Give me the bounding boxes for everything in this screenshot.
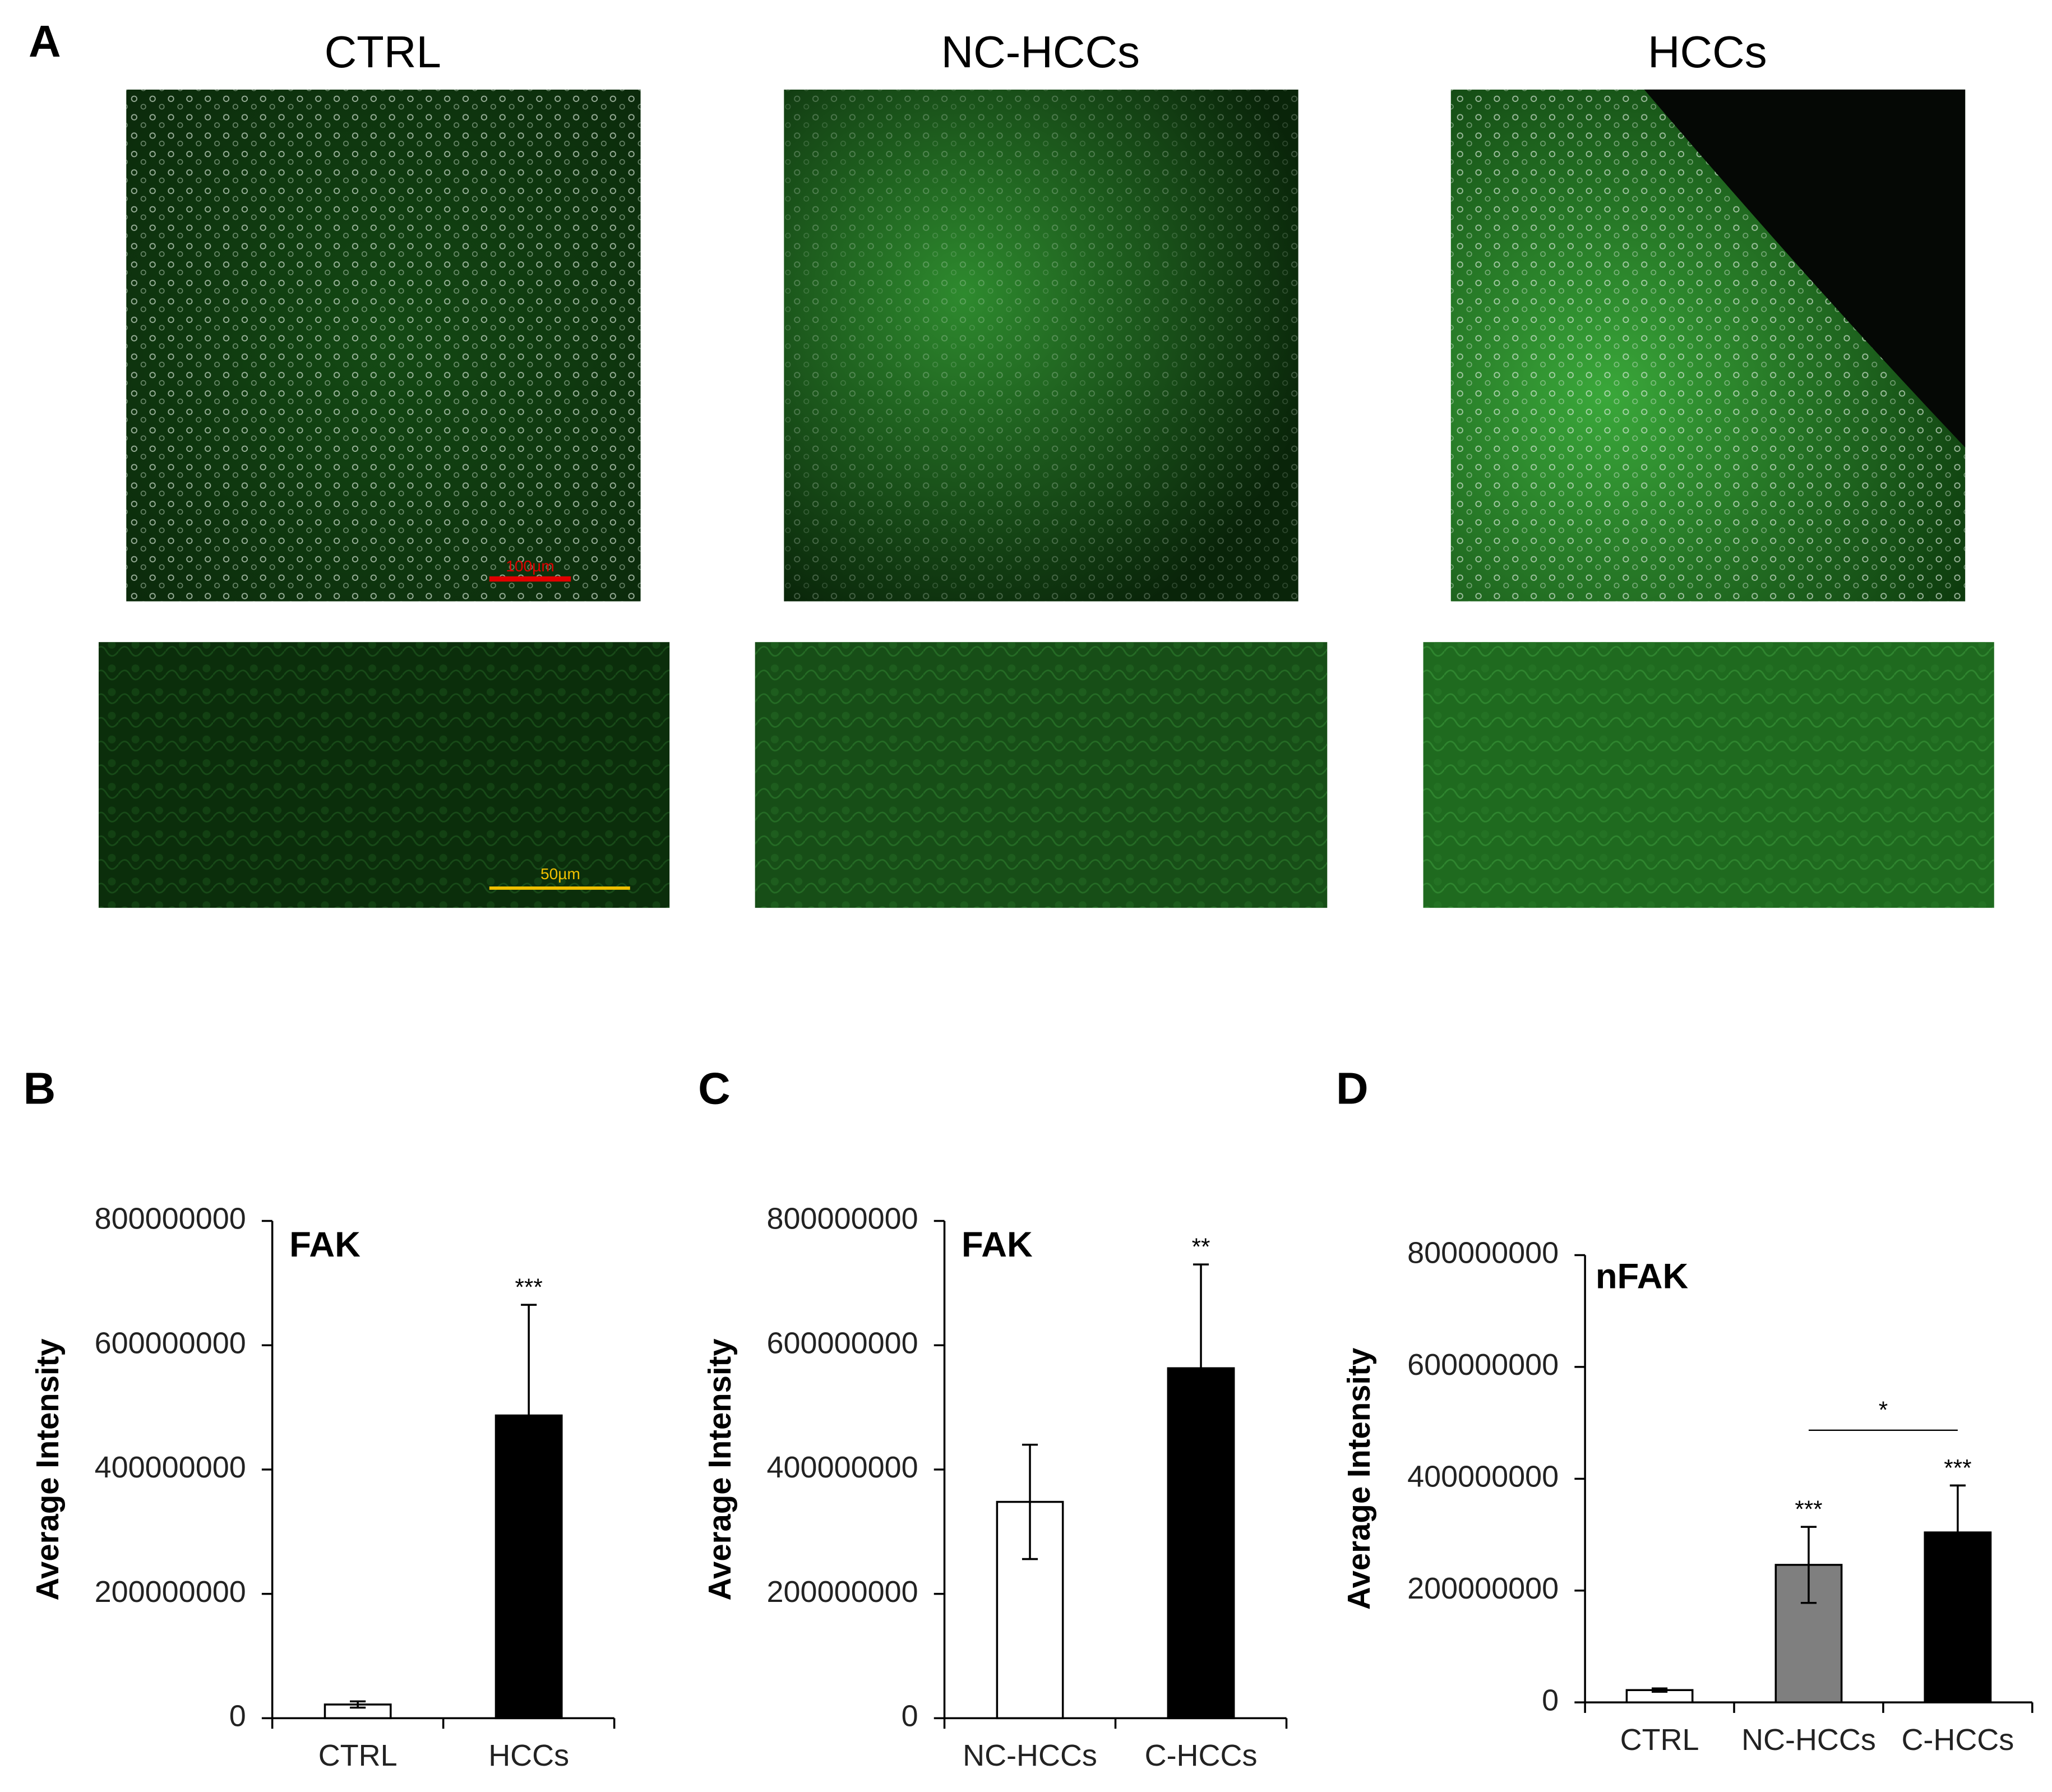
- y-tick-label: 200000000: [95, 1575, 246, 1609]
- y-tick-label: 200000000: [1407, 1572, 1559, 1605]
- y-tick-label: 0: [902, 1699, 918, 1733]
- micrograph: [98, 642, 670, 908]
- image-title: CTRL: [325, 27, 441, 77]
- panel-label: C: [698, 1064, 731, 1114]
- y-tick-label: 800000000: [767, 1202, 918, 1236]
- y-tick-label: 600000000: [767, 1326, 918, 1360]
- y-tick-label: 0: [229, 1699, 246, 1733]
- y-tick-label: 0: [1542, 1683, 1559, 1717]
- x-tick-label: NC-HCCs: [963, 1739, 1097, 1772]
- error-bar: [521, 1304, 537, 1527]
- x-tick-label: HCCs: [488, 1739, 569, 1772]
- x-tick-label: C-HCCs: [1901, 1723, 2014, 1757]
- chart-label: nFAK: [1596, 1257, 1689, 1296]
- micrograph: [755, 642, 1328, 908]
- scale-bar-label: 50µm: [540, 865, 580, 883]
- error-bar: [1949, 1484, 1966, 1581]
- micrograph: [126, 89, 641, 602]
- panel-label: D: [1336, 1064, 1369, 1114]
- image-title: NC-HCCs: [941, 27, 1140, 77]
- significance-label: *: [1879, 1397, 1888, 1423]
- y-tick-label: 200000000: [767, 1575, 918, 1609]
- y-tick-label: 400000000: [95, 1451, 246, 1484]
- image-title: HCCs: [1648, 27, 1767, 77]
- y-tick-label: 800000000: [95, 1202, 246, 1236]
- error-bar: [350, 1700, 366, 1709]
- scale-bar-label: 100µm: [506, 557, 554, 575]
- x-tick-label: C-HCCs: [1145, 1739, 1258, 1772]
- y-tick-label: 600000000: [95, 1326, 246, 1360]
- micrograph: [1423, 642, 1994, 908]
- error-bar: [1022, 1443, 1038, 1560]
- significance-label: ***: [1944, 1454, 1971, 1481]
- y-axis-label: Average Intensity: [702, 1338, 737, 1600]
- y-tick-label: 400000000: [1407, 1460, 1559, 1494]
- y-axis-label: Average Intensity: [1341, 1348, 1376, 1610]
- error-bar: [1193, 1263, 1209, 1474]
- x-tick-label: CTRL: [318, 1739, 398, 1772]
- y-tick-label: 400000000: [767, 1451, 918, 1484]
- y-axis-label: Average Intensity: [30, 1338, 65, 1600]
- panel-label: A: [29, 16, 61, 66]
- x-tick-label: CTRL: [1620, 1723, 1699, 1757]
- error-bar: [1651, 1687, 1668, 1693]
- significance-label: ***: [1795, 1496, 1822, 1522]
- y-tick-label: 600000000: [1407, 1348, 1559, 1382]
- x-tick-label: NC-HCCs: [1741, 1723, 1876, 1757]
- bar: [323, 1703, 392, 1720]
- y-tick-label: 800000000: [1407, 1236, 1559, 1270]
- significance-label: **: [1192, 1234, 1210, 1260]
- chart-label: FAK: [289, 1225, 361, 1264]
- significance-label: ***: [515, 1274, 543, 1300]
- chart-label: FAK: [962, 1225, 1033, 1264]
- error-bar: [1800, 1526, 1817, 1604]
- micrograph: [784, 89, 1298, 602]
- panel-label: B: [24, 1064, 56, 1114]
- micrograph: [1450, 89, 1966, 602]
